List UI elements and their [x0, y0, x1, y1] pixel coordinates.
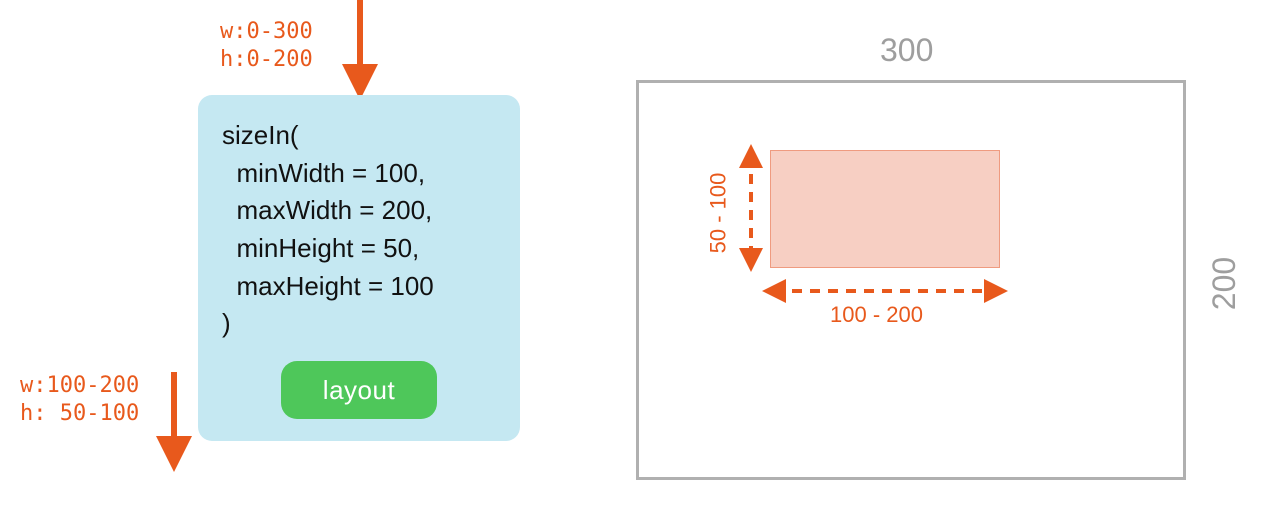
code-card: sizeIn( minWidth = 100, maxWidth = 200, … — [198, 95, 520, 441]
arrow-down-icon — [340, 0, 380, 100]
outer-width-label: 300 — [880, 32, 933, 69]
incoming-constraints-label: w:0-300 h:0-200 — [220, 18, 313, 73]
size-visualization: 300 200 50 - 100 100 - 200 — [600, 20, 1250, 520]
layout-button[interactable]: layout — [281, 361, 437, 419]
inner-size-rect — [770, 150, 1000, 268]
arrow-down-icon — [154, 372, 194, 472]
height-range-arrow — [736, 142, 766, 282]
sizein-code: sizeIn( minWidth = 100, maxWidth = 200, … — [222, 117, 496, 343]
outer-height-label: 200 — [1206, 257, 1243, 310]
outgoing-constraints-label: w:100-200 h: 50-100 — [20, 372, 139, 427]
constraints-flow: w:0-300 h:0-200 sizeIn( minWidth = 100, … — [20, 0, 560, 526]
height-range-label: 50 - 100 — [705, 173, 731, 254]
width-range-label: 100 - 200 — [830, 302, 923, 328]
